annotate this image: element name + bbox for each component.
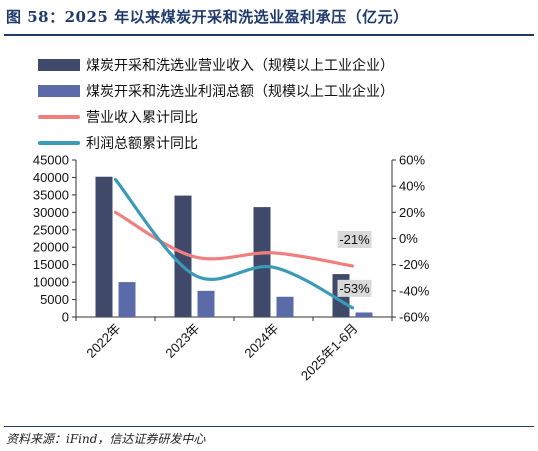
y-right-tick-label: 0% [399, 231, 418, 246]
bar-profit [355, 312, 373, 317]
data-label-revenue-growth: -21% [339, 232, 370, 247]
line-revenue-growth [113, 210, 355, 268]
x-category-label: 2022年 [83, 321, 123, 361]
y-right-tick-label: 60% [399, 153, 425, 168]
legend-swatch-revenue-growth [38, 115, 80, 119]
legend-swatch-profit [38, 85, 80, 97]
y-left-tick-label: 45000 [33, 153, 69, 168]
data-label-box [337, 279, 372, 297]
legend-label-revenue-growth: 营业收入累计同比 [86, 110, 198, 126]
y-left-tick-label: 0 [62, 310, 69, 325]
legend-item-profit-growth: 利润总额累计同比 [38, 130, 394, 156]
legend-item-profit: 煤炭开采和洗选业利润总额（规模以上工业企业） [38, 78, 394, 104]
footer-divider [4, 426, 534, 427]
y-left-tick-label: 20000 [33, 240, 69, 255]
data-label-box [337, 230, 372, 248]
title-divider [4, 34, 534, 36]
bar-profit [276, 296, 294, 317]
chart-legend: 煤炭开采和洗选业营业收入（规模以上工业企业） 煤炭开采和洗选业利润总额（规模以上… [38, 52, 394, 156]
y-left-tick-label: 35000 [33, 187, 69, 202]
y-right-tick-label: -60% [399, 310, 430, 325]
legend-item-revenue: 煤炭开采和洗选业营业收入（规模以上工业企业） [38, 52, 394, 78]
bar-revenue [253, 207, 271, 317]
legend-label-profit-growth: 利润总额累计同比 [86, 136, 198, 152]
y-right-tick-label: 20% [399, 205, 425, 220]
y-left-tick-label: 15000 [33, 257, 69, 272]
source-note: 资料来源：iFind，信达证券研发中心 [6, 432, 206, 446]
bar-revenue [174, 195, 192, 317]
y-left-tick-label: 10000 [33, 275, 69, 290]
bar-revenue [95, 176, 113, 317]
x-category-label: 2023年 [162, 321, 202, 361]
legend-item-revenue-growth: 营业收入累计同比 [38, 104, 394, 130]
y-right-tick-label: 40% [399, 179, 425, 194]
chart-title: 图 58：2025 年以来煤炭开采和洗选业盈利承压（亿元） [6, 8, 409, 26]
y-left-tick-label: 30000 [33, 205, 69, 220]
bar-profit [118, 282, 136, 317]
y-right-tick-label: -20% [399, 257, 430, 272]
bar-profit [197, 290, 215, 317]
x-category-label: 2025年1-6月 [298, 321, 361, 384]
line-profit-growth [113, 178, 355, 310]
legend-label-profit: 煤炭开采和洗选业利润总额（规模以上工业企业） [86, 84, 394, 100]
y-left-tick-label: 5000 [40, 292, 69, 307]
legend-swatch-profit-growth [38, 141, 80, 145]
data-label-profit-growth: -53% [339, 281, 370, 296]
legend-label-revenue: 煤炭开采和洗选业营业收入（规模以上工业企业） [86, 58, 394, 74]
x-category-label: 2024年 [241, 321, 281, 361]
legend-swatch-revenue [38, 59, 80, 71]
y-left-tick-label: 25000 [33, 222, 69, 237]
y-left-tick-label: 40000 [33, 170, 69, 185]
y-right-tick-label: -40% [399, 283, 430, 298]
